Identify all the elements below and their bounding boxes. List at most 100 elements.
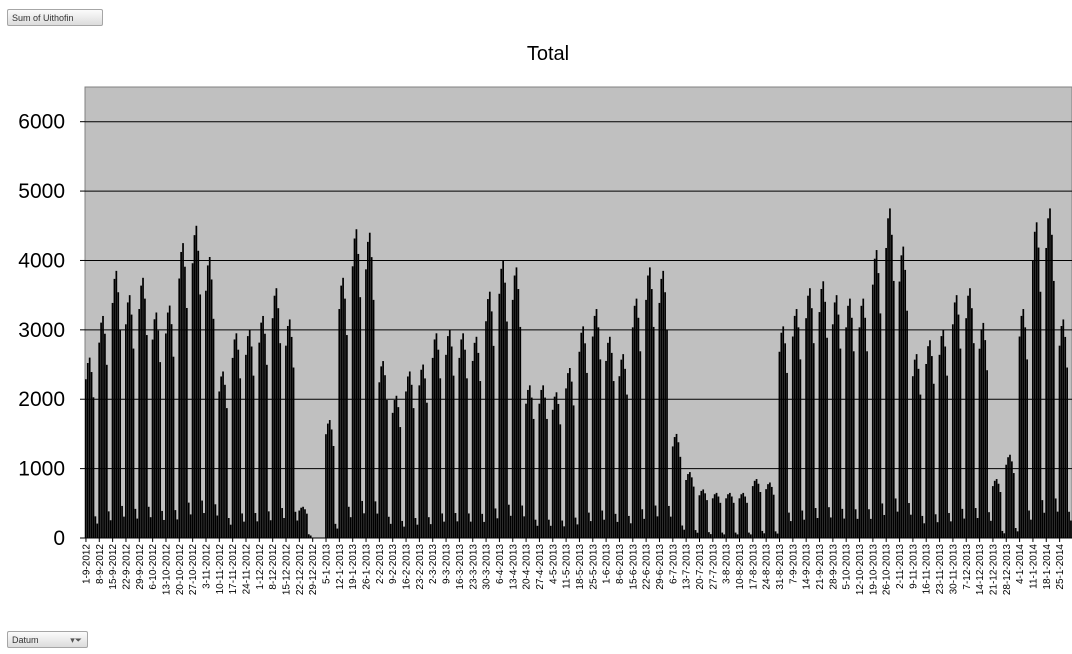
bar	[397, 407, 400, 538]
y-tick-label: 1000	[18, 458, 65, 481]
bar	[628, 515, 630, 538]
bar	[557, 403, 560, 538]
bar	[1066, 367, 1068, 538]
bar	[224, 384, 226, 538]
bar	[932, 383, 935, 538]
x-tick-label: 26-1-2013	[362, 544, 373, 590]
bar	[159, 362, 162, 538]
bar	[458, 357, 461, 538]
bar	[140, 285, 142, 538]
sum-of-uithofin-field-button[interactable]: Sum of Uithofin	[7, 9, 103, 26]
bar	[254, 513, 257, 538]
bar	[1047, 218, 1049, 539]
bar	[267, 511, 270, 538]
bar	[214, 504, 217, 538]
x-tick-label: 15-12-2012	[282, 544, 293, 596]
bar	[338, 309, 341, 538]
bar	[633, 305, 636, 538]
bar	[906, 310, 908, 538]
bar	[250, 346, 253, 538]
x-tick-label: 20-4-2013	[522, 544, 533, 590]
bar	[477, 352, 480, 538]
bar	[887, 218, 889, 539]
bar	[306, 513, 308, 538]
bar	[870, 518, 872, 538]
bar	[913, 359, 916, 538]
bar	[934, 514, 937, 538]
bar	[553, 396, 556, 538]
x-tick-label: 6-10-2012	[148, 544, 159, 590]
bar	[1045, 247, 1048, 539]
bar	[980, 329, 983, 538]
bar	[530, 397, 533, 538]
bar	[957, 314, 960, 538]
bar	[241, 513, 243, 538]
bar	[938, 354, 941, 538]
bar	[90, 372, 93, 538]
bar	[879, 313, 882, 538]
bar	[645, 299, 647, 538]
bar	[216, 515, 219, 538]
bar	[448, 329, 451, 538]
y-tick-label: 2000	[18, 388, 65, 411]
bar	[418, 385, 421, 538]
x-tick-label: 16-3-2013	[455, 544, 466, 590]
bar	[182, 243, 184, 538]
x-tick-label: 2-2-2013	[375, 544, 386, 584]
bar	[595, 309, 598, 538]
x-tick-label: 1-9-2012	[81, 544, 92, 584]
bar	[673, 437, 676, 538]
bar	[841, 508, 844, 538]
bar	[810, 308, 813, 538]
bar	[130, 314, 133, 538]
bar	[748, 532, 750, 538]
bar	[911, 376, 914, 538]
bar	[729, 492, 731, 538]
y-tick-label: 0	[53, 527, 65, 550]
bar	[641, 509, 644, 538]
bar	[1026, 359, 1028, 538]
bar	[286, 325, 289, 538]
bar	[687, 474, 689, 538]
x-tick-label: 27-10-2012	[188, 544, 199, 596]
bar	[166, 312, 169, 538]
bar	[812, 343, 815, 538]
bar	[654, 505, 657, 538]
bar	[723, 534, 726, 538]
bar	[511, 299, 514, 538]
bar	[734, 532, 737, 538]
bar	[1005, 464, 1008, 538]
bar	[172, 356, 175, 538]
x-tick-label: 22-6-2013	[642, 544, 653, 590]
bar	[368, 232, 371, 538]
bar	[635, 298, 638, 538]
bar	[304, 509, 306, 538]
bar	[513, 275, 516, 538]
bar	[496, 518, 499, 538]
bar	[704, 493, 706, 538]
x-axis-ticks: 1-9-2012 8-9-2012 15-9-2012 22-9-2012 29-9-2…	[81, 538, 1066, 595]
filter-funnel-icon[interactable]: ▾⏷	[70, 635, 82, 645]
bar	[245, 354, 247, 538]
bar	[689, 472, 691, 538]
bar	[780, 332, 783, 538]
bar	[679, 456, 682, 538]
bar	[94, 516, 97, 538]
bar	[307, 534, 310, 538]
bar	[567, 373, 569, 538]
bar	[85, 379, 87, 538]
datum-field-button[interactable]: Datum ▾⏷	[7, 631, 88, 648]
bar	[475, 336, 478, 538]
bar	[900, 255, 903, 538]
bar	[527, 389, 529, 538]
bar	[692, 486, 695, 538]
bar	[370, 257, 373, 538]
bar	[751, 486, 754, 538]
x-tick-label: 9-2-2013	[388, 544, 399, 584]
bar	[1028, 510, 1030, 538]
bar	[862, 298, 865, 538]
bar	[551, 409, 554, 538]
bar	[279, 343, 282, 538]
bar	[711, 498, 714, 538]
bar	[976, 518, 979, 538]
